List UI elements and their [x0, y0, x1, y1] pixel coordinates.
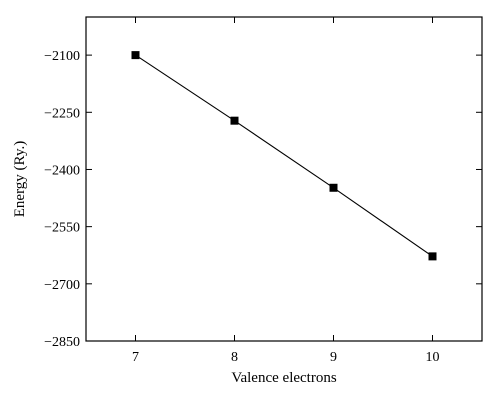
plot-frame	[85, 16, 483, 342]
data-point	[131, 51, 140, 60]
y-tick-label: −2550	[44, 221, 80, 236]
x-axis-label: Valence electrons	[231, 370, 337, 386]
y-tick-label: −2100	[44, 49, 80, 64]
data-point	[230, 116, 239, 125]
series-line	[135, 54, 433, 257]
data-point	[329, 183, 338, 192]
y-tick-label: −2700	[44, 278, 80, 293]
x-axis-ticks: 7 8 9 10	[132, 17, 440, 365]
data-point	[428, 252, 437, 261]
x-tick-label: 7	[132, 350, 139, 365]
y-tick-label: −2850	[44, 335, 80, 350]
x-tick-label: 8	[231, 350, 238, 365]
data-series	[131, 51, 437, 261]
y-tick-label: −2400	[44, 163, 80, 178]
y-tick-label: −2250	[44, 106, 80, 121]
y-axis-ticks: −2100 −2250 −2400 −2550 −2700 −2850	[44, 49, 482, 350]
x-tick-label: 9	[330, 350, 337, 365]
x-tick-label: 10	[426, 350, 440, 365]
y-axis-label: Energy (Ry.)	[12, 141, 28, 217]
